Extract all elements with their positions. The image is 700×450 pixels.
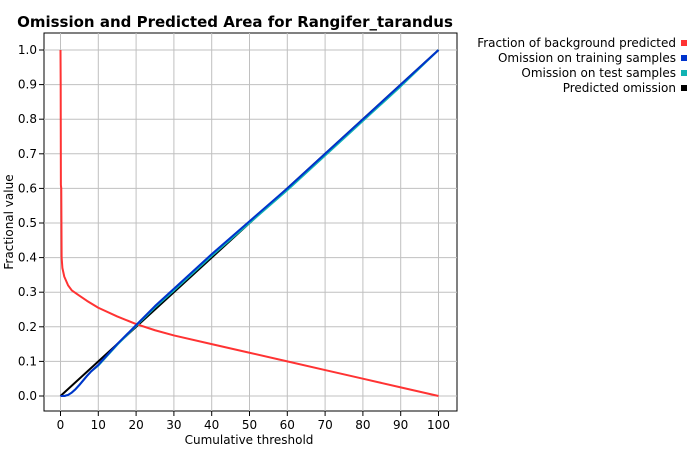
x-tick-label: 30 <box>166 418 181 432</box>
x-tick-label: 50 <box>242 418 257 432</box>
y-tick-label: 0.3 <box>18 285 37 299</box>
gridlines <box>44 33 457 411</box>
chart-title: Omission and Predicted Area for Rangifer… <box>17 13 453 31</box>
plot-area: 0 10 20 30 40 50 60 70 80 90 100 0.0 0.1 0.2 0.3 0.4 0.5… <box>18 32 458 432</box>
legend-swatch-predicted-omission <box>681 85 687 91</box>
legend-label-fraction-of-background-predicted: Fraction of background predicted <box>477 36 676 50</box>
series-line-omission-on-training-samples <box>60 49 440 397</box>
y-tick-label: 0.5 <box>18 216 37 230</box>
x-tick-label: 10 <box>91 418 106 432</box>
axis-ticks: 0 10 20 30 40 50 60 70 80 90 100 0.0 0.1 0.2 0.3 0.4 0.5… <box>18 43 450 432</box>
legend-swatch-omission-on-test-samples <box>681 70 687 76</box>
legend-label-omission-on-test-samples: Omission on test samples <box>521 66 676 80</box>
series-lines <box>59 49 440 397</box>
legend-label-predicted-omission: Predicted omission <box>563 81 676 95</box>
y-tick-label: 0.8 <box>18 112 37 126</box>
y-tick-label: 0.7 <box>18 147 37 161</box>
x-tick-label: 20 <box>128 418 143 432</box>
x-axis-label: Cumulative threshold <box>185 433 314 447</box>
x-tick-label: 100 <box>427 418 450 432</box>
legend-label-omission-on-training-samples: Omission on training samples <box>498 51 676 65</box>
x-tick-label: 70 <box>317 418 332 432</box>
y-axis-label: Fractional value <box>2 174 16 269</box>
y-tick-label: 0.2 <box>18 320 37 334</box>
x-tick-label: 40 <box>204 418 219 432</box>
legend-swatch-fraction-of-background-predicted <box>681 40 687 46</box>
y-tick-label: 0.6 <box>18 181 37 195</box>
x-tick-label: 0 <box>57 418 65 432</box>
x-tick-label: 80 <box>355 418 370 432</box>
y-tick-label: 0.4 <box>18 251 37 265</box>
y-tick-label: 0.1 <box>18 354 37 368</box>
x-tick-label: 90 <box>393 418 408 432</box>
y-tick-label: 0.0 <box>18 389 37 403</box>
legend-swatch-omission-on-training-samples <box>681 55 687 61</box>
legend: Fraction of background predictedOmission… <box>477 36 687 95</box>
y-tick-label: 0.9 <box>18 78 37 92</box>
x-tick-label: 60 <box>280 418 295 432</box>
y-tick-label: 1.0 <box>18 43 37 57</box>
series-line-fraction-of-background-predicted <box>59 49 439 397</box>
